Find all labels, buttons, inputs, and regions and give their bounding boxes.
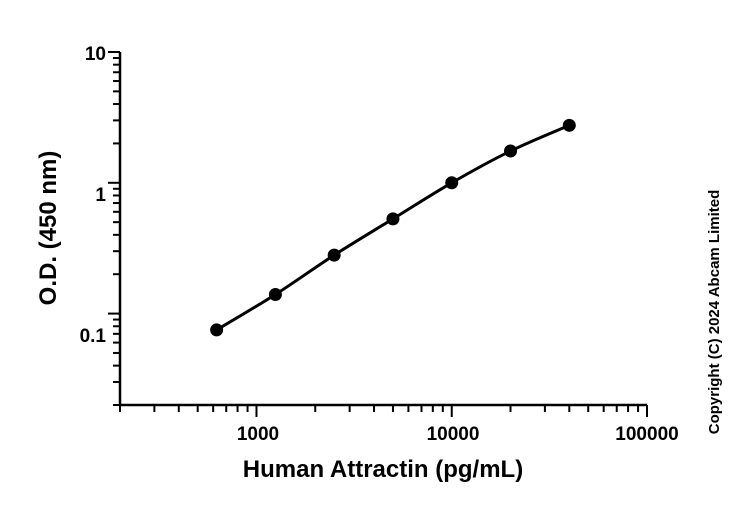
data-point-5 xyxy=(504,144,518,158)
data-point-3 xyxy=(386,212,400,226)
x-axis-title: Human Attractin (pg/mL) xyxy=(243,456,523,483)
y-axis-title: O.D. (450 nm) xyxy=(35,151,62,306)
axes xyxy=(118,52,647,407)
y-tick-label-0.1: 0.1 xyxy=(80,326,107,347)
y-tick-label-1: 1 xyxy=(95,185,106,206)
data-point-0 xyxy=(210,323,224,337)
x-tick-label-1000: 1000 xyxy=(237,424,279,445)
copyright-text: Copyright (C) 2024 Abcam Limited xyxy=(706,190,723,434)
data-point-4 xyxy=(445,176,459,190)
x-ticks xyxy=(119,405,648,417)
y-tick-label-10: 10 xyxy=(85,44,106,65)
data-point-2 xyxy=(327,248,341,262)
y-ticks xyxy=(108,51,120,406)
data-point-6 xyxy=(562,118,576,132)
x-tick-label-10000: 10000 xyxy=(427,424,480,445)
x-tick-label-100000: 100000 xyxy=(615,424,678,445)
fit-curve xyxy=(215,123,570,332)
data-points xyxy=(210,118,576,337)
data-point-1 xyxy=(268,287,282,301)
